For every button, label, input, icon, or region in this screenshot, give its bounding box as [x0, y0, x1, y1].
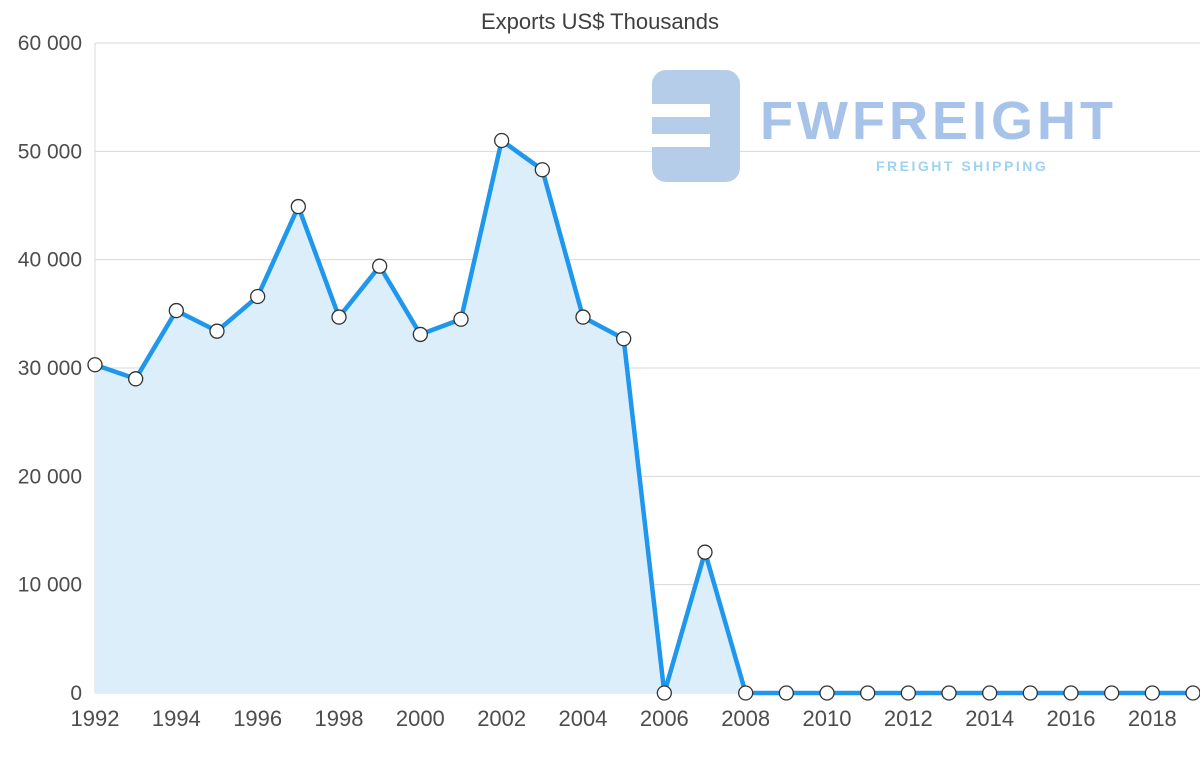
y-tick-label: 40 000 [18, 249, 82, 272]
x-tick-label: 1992 [71, 706, 120, 731]
data-point-marker [1144, 685, 1160, 701]
data-point-marker [778, 685, 794, 701]
data-point-marker [1104, 685, 1120, 701]
data-point-marker [494, 132, 510, 149]
data-point-marker [819, 685, 835, 701]
data-point-marker [982, 685, 998, 701]
data-point-marker [697, 544, 713, 560]
data-point-marker [616, 331, 632, 347]
data-point-marker [900, 685, 916, 701]
data-point-marker [656, 685, 672, 701]
data-point-marker [738, 685, 754, 701]
data-point-marker [860, 685, 876, 701]
x-tick-label: 2012 [884, 706, 933, 731]
data-point-marker [331, 309, 347, 325]
x-tick-label: 2014 [965, 706, 1014, 731]
y-tick-label: 10 000 [18, 574, 82, 597]
x-tick-label: 2000 [396, 706, 445, 731]
data-point-marker [1063, 685, 1079, 701]
y-tick-label: 20 000 [18, 465, 82, 488]
x-tick-label: 1998 [315, 706, 364, 731]
data-point-marker [128, 371, 144, 387]
chart-title: Exports US$ Thousands [480, 9, 720, 34]
data-point-marker [575, 309, 591, 325]
x-tick-label: 2016 [1047, 706, 1096, 731]
x-tick-label: 1996 [233, 706, 282, 731]
data-point-marker [1022, 685, 1038, 701]
series-line [92, 138, 1196, 696]
y-tick-label: 30 000 [18, 357, 82, 380]
x-tick-label: 1994 [152, 706, 201, 731]
x-tick-label: 2006 [640, 706, 689, 731]
series-area-fill [95, 140, 1193, 693]
y-tick-label: 50 000 [18, 140, 82, 163]
y-tick-label: 0 [70, 682, 82, 705]
y-tick-label: 60 000 [18, 32, 82, 55]
data-point-marker [1185, 685, 1200, 701]
x-tick-label: 2004 [559, 706, 608, 731]
x-tick-label: 2008 [721, 706, 770, 731]
data-point-marker [250, 288, 266, 305]
x-tick-label: 2002 [477, 706, 526, 731]
data-point-marker [168, 302, 184, 319]
data-point-marker [453, 311, 469, 327]
x-tick-label: 2010 [803, 706, 852, 731]
data-point-marker [87, 357, 103, 373]
data-point-marker [372, 258, 388, 274]
data-point-marker [941, 685, 957, 701]
data-point-marker [290, 198, 306, 215]
data-point-marker [412, 326, 428, 343]
data-point-marker [534, 162, 550, 178]
data-point-marker [209, 323, 225, 339]
x-tick-label: 2018 [1128, 706, 1177, 731]
